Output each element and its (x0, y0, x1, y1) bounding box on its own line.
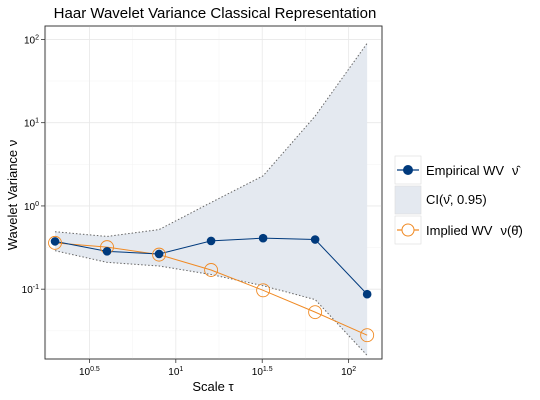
implied-wv-point (48, 235, 62, 250)
empirical-wv-point (258, 233, 268, 243)
empirical-wv-point (154, 249, 164, 259)
y-tick-label: 10-1 (22, 284, 39, 296)
x-tick-label: 102 (341, 366, 356, 378)
x-axis-title: Scale τ (192, 379, 234, 394)
x-tick-label: 100.5 (79, 366, 100, 378)
implied-wv-point (256, 283, 271, 298)
y-axis-title: Wavelet Variance ν (5, 140, 20, 251)
y-tick-label: 102 (24, 34, 39, 46)
x-tick-label: 101 (168, 366, 183, 378)
legend-label-implied: Implied WV ν(θ̂) (426, 223, 523, 238)
empirical-wv-point (310, 235, 320, 244)
chart-title: Haar Wavelet Variance Classical Represen… (54, 5, 377, 22)
legend-item-empirical: Empirical WV ν̂ (394, 155, 522, 185)
plot-border (44, 25, 383, 360)
implied-wv-point (152, 247, 167, 262)
empirical-wv-point (102, 247, 112, 256)
y-tick-label: 100 (24, 201, 39, 213)
y-axis: 10-1 100 101 102 (22, 34, 45, 296)
ci-lower-bound (54, 250, 368, 356)
empirical-wv-point (362, 289, 372, 299)
x-tick-label: 101.5 (252, 366, 273, 378)
legend: Empirical WV ν̂ CI(ν̂, 0.95) Implied WV ν(… (394, 155, 523, 245)
legend-label-ci: CI(ν̂, 0.95) (426, 192, 487, 207)
empirical-wv-point (206, 236, 216, 246)
ci-upper-bound (54, 42, 368, 237)
ci-band-area (55, 43, 368, 356)
confidence-band (54, 42, 368, 356)
implied-wv-point (204, 263, 219, 277)
empirical-wv-point (50, 237, 60, 246)
y-tick-label: 101 (24, 118, 39, 130)
legend-label-empirical: Empirical WV ν̂ (426, 163, 522, 178)
x-axis: 100.5 101 101.5 102 (79, 359, 356, 378)
legend-key-point (403, 165, 413, 175)
legend-key-point (401, 223, 415, 237)
implied-wv-point (360, 328, 375, 343)
legend-key-band (394, 185, 422, 215)
legend-item-ci: CI(ν̂, 0.95) (394, 185, 487, 215)
series-points (48, 233, 375, 343)
implied-wv-point (308, 305, 323, 320)
legend-item-implied: Implied WV ν(θ̂) (394, 215, 523, 245)
